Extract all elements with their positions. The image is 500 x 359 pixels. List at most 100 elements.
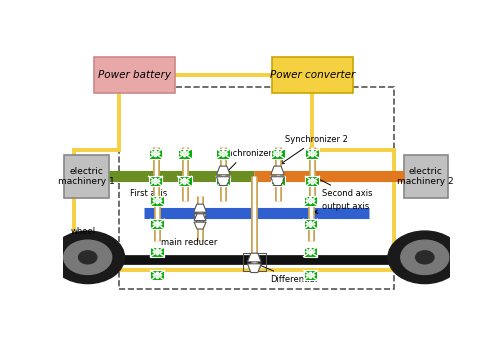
Circle shape — [184, 155, 186, 157]
Circle shape — [312, 150, 314, 152]
Circle shape — [153, 275, 155, 276]
Text: Synchronizer: Synchronizer — [218, 149, 272, 173]
Bar — [304, 270, 318, 280]
Bar — [178, 176, 192, 186]
Circle shape — [226, 181, 228, 182]
Circle shape — [315, 181, 317, 182]
Circle shape — [156, 202, 158, 204]
Circle shape — [154, 183, 156, 185]
Circle shape — [276, 183, 278, 185]
Circle shape — [388, 231, 462, 284]
Circle shape — [156, 272, 158, 274]
Circle shape — [273, 181, 275, 182]
Circle shape — [306, 200, 308, 201]
Text: output axis: output axis — [314, 202, 370, 213]
Circle shape — [222, 183, 224, 185]
Circle shape — [308, 153, 310, 154]
FancyBboxPatch shape — [272, 57, 353, 93]
Bar — [216, 176, 230, 186]
Circle shape — [310, 202, 312, 204]
Text: electric
machinery 1: electric machinery 1 — [58, 167, 115, 186]
Polygon shape — [270, 166, 284, 175]
Text: electric
machinery 2: electric machinery 2 — [398, 167, 454, 186]
Circle shape — [312, 183, 314, 185]
Polygon shape — [194, 214, 206, 221]
Circle shape — [156, 221, 158, 223]
Circle shape — [313, 275, 315, 276]
Polygon shape — [194, 214, 206, 222]
Polygon shape — [216, 166, 230, 175]
Circle shape — [310, 249, 312, 250]
Circle shape — [280, 181, 282, 182]
Circle shape — [273, 153, 275, 154]
Circle shape — [306, 251, 308, 252]
Bar — [148, 176, 162, 186]
Bar — [118, 87, 394, 289]
FancyBboxPatch shape — [94, 57, 175, 93]
Circle shape — [156, 253, 158, 255]
Circle shape — [276, 178, 278, 180]
Circle shape — [226, 153, 228, 154]
Circle shape — [310, 221, 312, 223]
Circle shape — [219, 181, 221, 182]
Circle shape — [156, 197, 158, 199]
Bar — [304, 247, 318, 257]
Circle shape — [310, 253, 312, 255]
Circle shape — [187, 181, 189, 182]
Bar — [148, 149, 162, 159]
Circle shape — [180, 153, 182, 154]
Circle shape — [310, 226, 312, 227]
Circle shape — [312, 155, 314, 157]
Text: main reducer: main reducer — [162, 238, 218, 247]
FancyBboxPatch shape — [404, 155, 448, 198]
Circle shape — [315, 153, 317, 154]
Text: Second axis: Second axis — [316, 178, 372, 198]
Bar — [270, 176, 284, 186]
Circle shape — [184, 183, 186, 185]
Circle shape — [180, 181, 182, 182]
Circle shape — [156, 226, 158, 227]
Circle shape — [416, 251, 434, 264]
Text: Power battery: Power battery — [98, 70, 170, 80]
Circle shape — [160, 275, 162, 276]
Circle shape — [306, 223, 308, 225]
Circle shape — [153, 251, 155, 252]
FancyBboxPatch shape — [64, 155, 109, 198]
Circle shape — [310, 272, 312, 274]
Bar — [242, 253, 266, 271]
Circle shape — [78, 251, 97, 264]
Circle shape — [64, 240, 112, 274]
Polygon shape — [194, 222, 206, 229]
Circle shape — [156, 249, 158, 250]
Circle shape — [184, 178, 186, 180]
Circle shape — [153, 223, 155, 225]
Bar — [150, 247, 164, 257]
Bar — [270, 149, 284, 159]
Circle shape — [160, 200, 162, 201]
Circle shape — [313, 200, 315, 201]
Circle shape — [151, 181, 153, 182]
Bar — [216, 149, 230, 159]
Polygon shape — [270, 177, 284, 186]
Circle shape — [156, 277, 158, 278]
Bar — [306, 176, 320, 186]
Bar — [150, 219, 164, 229]
Circle shape — [158, 181, 160, 182]
Circle shape — [312, 178, 314, 180]
Circle shape — [222, 150, 224, 152]
Circle shape — [310, 277, 312, 278]
Text: Differential: Differential — [258, 264, 317, 284]
Circle shape — [158, 153, 160, 154]
Circle shape — [184, 150, 186, 152]
Bar — [178, 149, 192, 159]
Circle shape — [151, 153, 153, 154]
Bar — [306, 149, 320, 159]
Circle shape — [160, 223, 162, 225]
Circle shape — [280, 153, 282, 154]
Circle shape — [310, 197, 312, 199]
Text: First axis: First axis — [130, 180, 168, 198]
Bar — [150, 196, 164, 206]
Polygon shape — [248, 253, 261, 262]
Bar — [150, 270, 164, 280]
Circle shape — [308, 181, 310, 182]
